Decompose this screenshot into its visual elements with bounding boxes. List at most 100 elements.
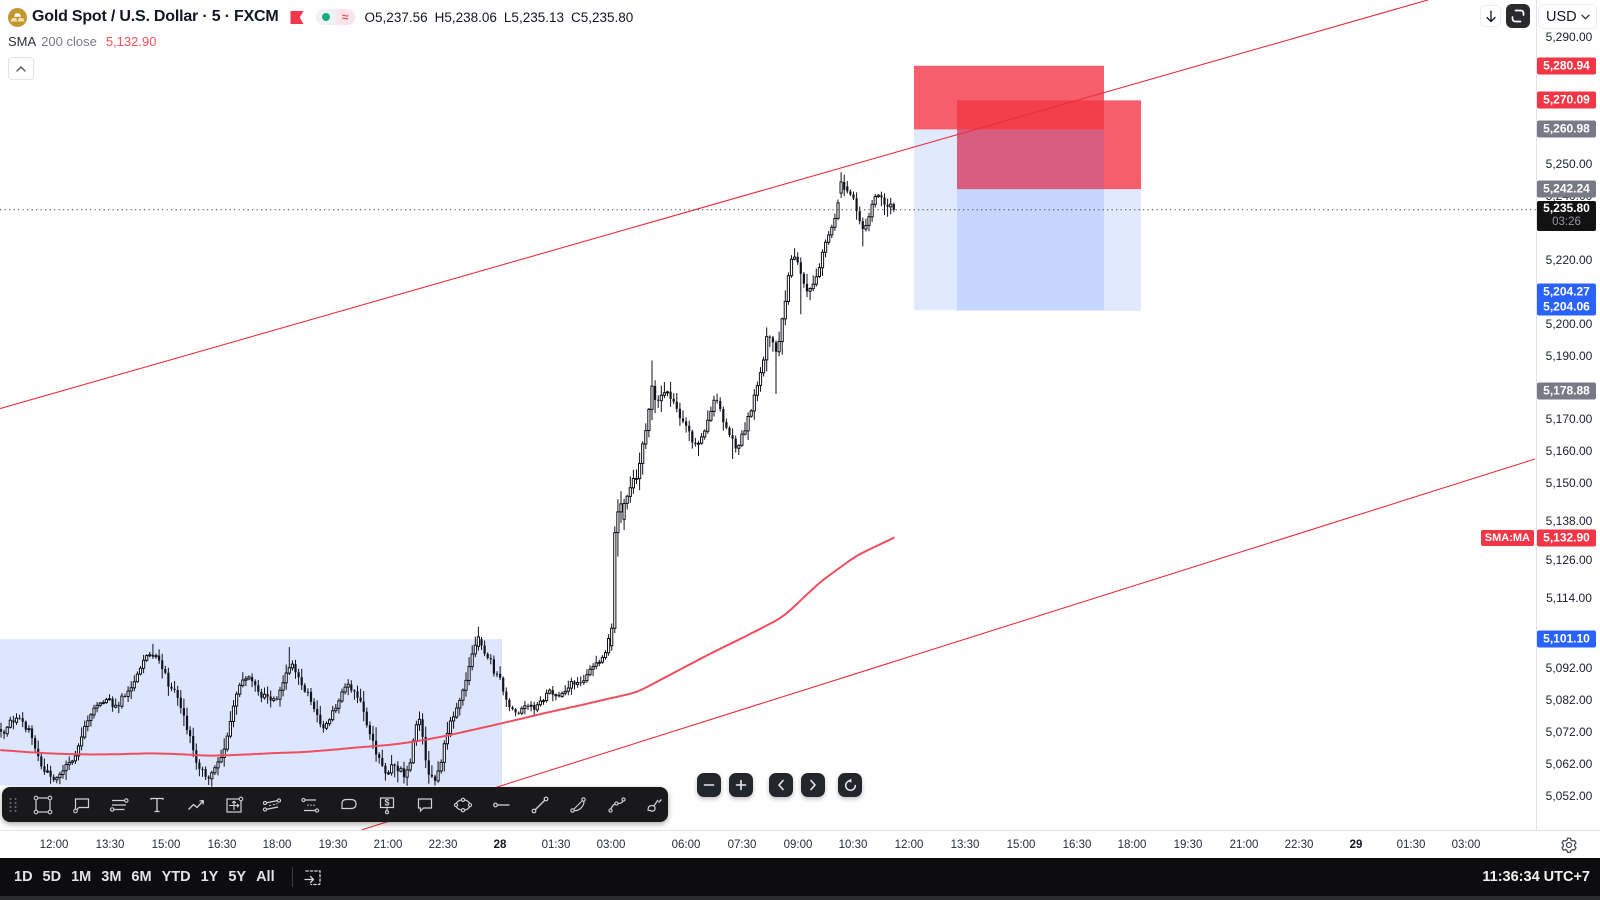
sma-200-line[interactable] — [0, 536, 895, 757]
zoom-out-button[interactable] — [697, 773, 721, 797]
upper-channel-line[interactable] — [0, 0, 1429, 410]
callout-tool[interactable] — [66, 790, 96, 820]
ellipse-tool-icon — [454, 797, 473, 812]
legend-collapse-button[interactable] — [8, 57, 34, 80]
arrow-down-icon — [1485, 9, 1496, 22]
time-axis-label: 07:30 — [727, 838, 757, 851]
time-axis-label: 18:00 — [1117, 838, 1147, 851]
flag-icon[interactable] — [290, 10, 304, 24]
reset-icon — [844, 778, 856, 791]
price-axis-label: 5,190.00 — [1545, 348, 1593, 363]
currency-value: USD — [1546, 8, 1577, 25]
text-tool[interactable] — [142, 790, 172, 820]
short-position-a-profit-zone — [914, 129, 1104, 311]
time-axis-label: 15:00 — [151, 838, 181, 851]
currency-dropdown[interactable]: USD — [1538, 4, 1597, 29]
price-axis-label: 5,170.00 — [1545, 412, 1593, 427]
open-value: O5,237.56 — [364, 9, 428, 25]
arc-tool-icon — [570, 796, 587, 813]
price-axis-label: 5,138.00 — [1545, 514, 1593, 529]
price-axis-label: 5,052.00 — [1545, 788, 1593, 803]
time-axis-label: 10:30 — [838, 838, 868, 851]
pan-right-button[interactable] — [801, 773, 825, 797]
gear-icon[interactable] — [1560, 836, 1578, 854]
screenshot-icon — [1511, 9, 1525, 23]
range-button-5y[interactable]: 5Y — [228, 869, 247, 885]
up-candle-bodies — [5, 181, 893, 782]
chevron-down-icon — [1581, 14, 1590, 20]
scroll-down-button[interactable] — [1480, 5, 1501, 27]
price-axis-label: 5,126.00 — [1545, 552, 1593, 567]
anchor-grid-tool[interactable] — [219, 790, 249, 820]
curve-tool[interactable] — [602, 790, 632, 820]
range-button-all[interactable]: All — [256, 869, 275, 885]
time-axis-label: 22:30 — [428, 838, 458, 851]
price-level-badge: 5,280.94 — [1537, 57, 1596, 75]
ellipse-tool[interactable] — [448, 790, 478, 820]
comment-tool[interactable] — [410, 790, 440, 820]
price-note-tool[interactable]: $ — [372, 790, 402, 820]
screenshot-button[interactable] — [1506, 4, 1530, 28]
indicator-params: 200 close — [41, 33, 97, 49]
zoom-in-button[interactable] — [729, 773, 753, 797]
text-tool-icon — [150, 797, 164, 812]
horizontal-ray-tool[interactable] — [487, 790, 517, 820]
time-axis-label: 01:30 — [1396, 838, 1426, 851]
range-button-1y[interactable]: 1Y — [200, 869, 219, 885]
time-axis[interactable]: 12:00 13:30 15:00 16:30 18:00 19:30 21:00 22:30… — [0, 830, 1600, 858]
price-axis-label: 5,160.00 — [1545, 444, 1593, 459]
calendar-icon[interactable] — [303, 868, 323, 886]
short-position-a[interactable] — [914, 65, 1104, 311]
time-axis-label: 19:30 — [1173, 838, 1203, 851]
channel-tool[interactable] — [257, 790, 287, 820]
toolbar-drag-handle[interactable] — [2, 787, 24, 822]
chart-pane[interactable] — [0, 0, 1536, 830]
sma-axis-tag: SMA:MA — [1480, 529, 1534, 546]
time-axis-label: 16:30 — [1062, 838, 1092, 851]
price-axis-label: 5,250.00 — [1545, 157, 1593, 172]
price-level-badge: 5,204.27 — [1537, 283, 1596, 300]
price-level-badge: 5,242.24 — [1537, 180, 1596, 198]
lower-channel-line[interactable] — [361, 458, 1536, 830]
market-status-pill[interactable]: ≈ — [315, 9, 355, 25]
time-axis-label: 12:00 — [894, 838, 924, 851]
price-axis[interactable]: 5,290.005,250.005,240.005,220.005,200.00… — [1536, 0, 1600, 830]
range-button-5d[interactable]: 5D — [42, 869, 62, 885]
time-axis-label: 18:00 — [262, 838, 292, 851]
price-level-badge: 5,132.90 — [1537, 529, 1596, 547]
pan-left-button[interactable] — [769, 773, 793, 797]
short-position-a-risk-zone — [914, 65, 1104, 130]
arc-tool[interactable] — [563, 790, 593, 820]
polyline-tool[interactable] — [181, 790, 211, 820]
clock[interactable]: 11:36:34 UTC+7 — [1482, 869, 1590, 885]
flat-channel-tool-icon — [301, 797, 320, 813]
rectangle-tool[interactable] — [28, 790, 58, 820]
symbol-legend-row: Gold Spot / U.S. Dollar · 5 · FXCM ≈ O5,… — [8, 6, 640, 28]
minus-icon — [703, 784, 715, 786]
range-button-6m[interactable]: 6M — [131, 869, 152, 885]
blob-tool[interactable] — [334, 790, 364, 820]
symbol-title[interactable]: Gold Spot / U.S. Dollar · 5 · FXCM — [32, 8, 279, 25]
time-axis-label: 22:30 — [1284, 838, 1314, 851]
flat-channel-tool[interactable] — [295, 790, 325, 820]
indicator-legend-row[interactable]: SMA 200 close 5,132.90 — [8, 31, 640, 51]
range-box-drawing[interactable] — [0, 639, 502, 786]
callout-tool-icon — [72, 797, 89, 813]
brush-tool[interactable] — [640, 790, 670, 820]
price-axis-label: 5,114.00 — [1546, 590, 1592, 605]
parallel-lines-tool[interactable] — [104, 790, 134, 820]
market-open-dot — [321, 13, 330, 21]
chart-canvas[interactable] — [0, 0, 1536, 830]
price-axis-label: 5,220.00 — [1545, 253, 1593, 268]
reset-view-button[interactable] — [838, 773, 862, 797]
time-axis-label: 19:30 — [318, 838, 348, 851]
range-button-1d[interactable]: 1D — [14, 869, 33, 885]
range-button-3m[interactable]: 3M — [101, 869, 122, 885]
separator — [291, 867, 293, 887]
trend-line-tool[interactable] — [525, 790, 555, 820]
chevron-left-icon — [778, 779, 784, 791]
time-axis-label: 06:00 — [671, 838, 701, 851]
range-button-1m[interactable]: 1M — [71, 869, 92, 885]
chevron-right-icon — [810, 779, 816, 791]
range-button-ytd[interactable]: YTD — [161, 869, 191, 885]
